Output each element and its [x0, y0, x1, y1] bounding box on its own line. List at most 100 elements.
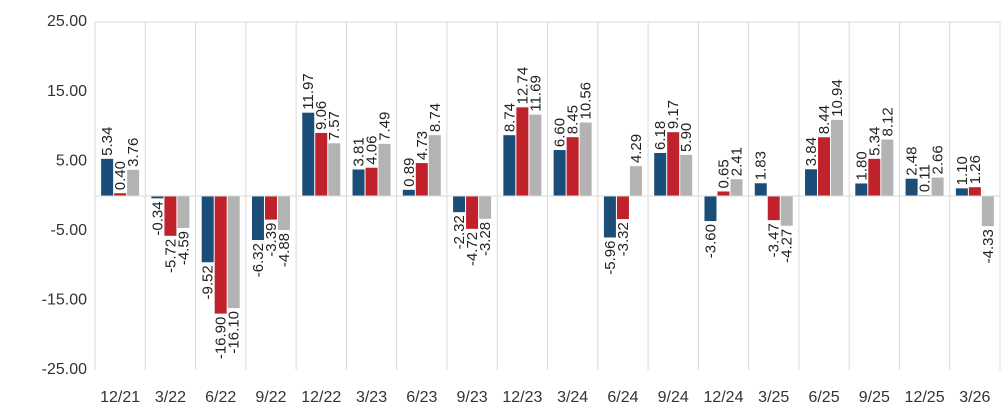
value-label: 8.45 [565, 105, 582, 134]
bar [516, 107, 529, 196]
value-label: -5.72 [162, 239, 179, 273]
value-label: 1.26 [967, 155, 984, 184]
x-tick-label: 3/26 [959, 389, 990, 406]
bar [264, 196, 277, 220]
value-label: 5.34 [866, 127, 883, 156]
x-tick-label: 9/25 [859, 389, 890, 406]
bar [566, 137, 579, 196]
value-label: 12.74 [514, 67, 531, 105]
value-label: 1.83 [753, 151, 770, 180]
bar [931, 177, 944, 196]
value-label: -4.33 [980, 229, 997, 263]
value-label: 7.57 [326, 111, 343, 140]
x-tick-label: 3/25 [758, 389, 789, 406]
value-label: 6.18 [652, 121, 669, 150]
bar [352, 169, 365, 196]
value-label: 4.06 [363, 136, 380, 165]
value-label: -4.27 [779, 229, 796, 263]
bar [754, 183, 767, 196]
bar [127, 169, 140, 196]
bar [114, 193, 127, 196]
bar [402, 189, 415, 196]
y-tick-label: -25.00 [42, 361, 87, 378]
bar [415, 163, 428, 196]
x-tick-label: 6/23 [406, 389, 437, 406]
bar [818, 137, 831, 196]
bar [968, 187, 981, 196]
bar [981, 196, 994, 227]
bar [164, 196, 177, 236]
bar [805, 169, 818, 196]
x-tick-label: 9/23 [457, 389, 488, 406]
x-tick-label: 3/22 [155, 389, 186, 406]
x-tick-label: 12/23 [502, 389, 542, 406]
value-label: -3.47 [766, 223, 783, 257]
value-label: 0.40 [112, 161, 129, 190]
bar [277, 196, 290, 230]
value-label: -3.32 [615, 222, 632, 256]
bar [302, 112, 315, 196]
value-label: 9.17 [665, 100, 682, 129]
value-label: -6.32 [250, 243, 267, 277]
bar [101, 158, 114, 196]
value-label: 1.10 [954, 156, 971, 185]
value-label: 1.80 [853, 151, 870, 180]
bar [328, 143, 341, 196]
bar [667, 132, 680, 196]
x-tick-label: 12/22 [301, 389, 341, 406]
bar [151, 196, 164, 199]
bar [201, 196, 214, 263]
bar [881, 139, 894, 196]
bar [466, 196, 479, 229]
bar [654, 152, 667, 196]
value-label: 11.97 [300, 73, 317, 109]
value-label: 4.29 [628, 134, 645, 163]
bar [227, 196, 240, 309]
bar [315, 132, 328, 196]
value-label: 8.74 [501, 103, 518, 132]
bar [603, 196, 616, 238]
value-label: 7.49 [376, 112, 393, 141]
bar [955, 188, 968, 196]
x-tick-label: 3/24 [557, 389, 588, 406]
value-label: 10.94 [829, 79, 846, 117]
x-tick-label: 3/23 [356, 389, 387, 406]
value-label: -0.34 [149, 201, 166, 235]
x-tick-label: 12/21 [100, 389, 140, 406]
bar [717, 191, 730, 196]
bar [378, 143, 391, 196]
value-label: 3.81 [350, 137, 367, 166]
value-label: 2.66 [930, 145, 947, 174]
value-label: -4.88 [276, 233, 293, 267]
value-label: 11.69 [527, 75, 544, 111]
y-tick-label: 25.00 [47, 13, 87, 30]
value-label: -9.52 [200, 265, 217, 299]
bar [428, 135, 441, 196]
value-label: 0.11 [917, 164, 934, 192]
bar [855, 183, 868, 196]
value-label: 8.74 [427, 103, 444, 132]
bar [479, 196, 492, 219]
x-tick-label: 6/22 [205, 389, 236, 406]
value-label: 10.56 [578, 82, 595, 120]
bar [905, 178, 918, 196]
y-tick-label: -15.00 [42, 292, 87, 309]
bar [868, 158, 881, 196]
bar [730, 179, 743, 196]
value-label: 2.48 [904, 147, 921, 176]
value-label: 8.44 [816, 105, 833, 134]
value-label: 0.65 [715, 159, 732, 188]
bar [177, 196, 190, 228]
x-tick-label: 12/25 [905, 389, 945, 406]
bar [831, 119, 844, 196]
value-label: -4.59 [175, 231, 192, 265]
bar [767, 196, 780, 221]
bar [365, 167, 378, 196]
bar [553, 150, 566, 196]
value-label: -16.10 [226, 311, 243, 354]
bar [780, 196, 793, 226]
bar [214, 196, 227, 314]
value-label: 3.76 [125, 138, 142, 167]
value-label: -16.90 [213, 317, 230, 360]
value-label: 4.73 [414, 131, 431, 160]
